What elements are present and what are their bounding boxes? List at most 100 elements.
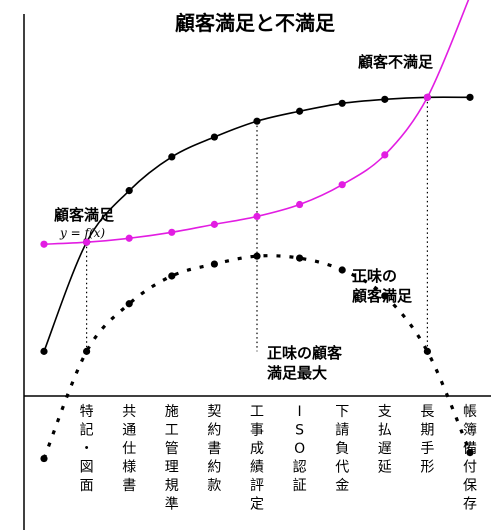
axes [23, 14, 491, 530]
series-2-point-3 [168, 272, 176, 280]
series-0-point-7 [338, 99, 346, 107]
category-label-4-char-3: 約 [207, 460, 221, 476]
category-label-8-char-0: 支 [378, 404, 392, 420]
category-label-5-char-3: 績 [250, 460, 264, 476]
series-1-point-5 [253, 212, 261, 221]
series-1-point-9 [423, 93, 431, 101]
category-label-8-char-2: 遅 [378, 441, 392, 457]
category-label-9-char-2: 手 [420, 441, 434, 457]
category-label-5-char-5: 定 [250, 497, 264, 513]
category-label-10-char-4: 保 [463, 478, 477, 494]
category-label-5-char-1: 事 [250, 423, 264, 439]
category-label-6-char-0: I [298, 404, 302, 420]
category-label-6-char-2: O [294, 441, 305, 457]
net-label-line-0: 正味の [352, 267, 397, 285]
series-1-point-8 [381, 151, 389, 159]
category-label-7-char-3: 代 [335, 460, 349, 476]
category-label-4-char-1: 約 [207, 423, 221, 439]
category-label-8-char-1: 払 [378, 423, 392, 439]
category-label-5-char-2: 成 [250, 441, 264, 457]
category-label-1-char-3: 図 [80, 460, 94, 476]
category-label-1-char-4: 面 [80, 478, 94, 494]
category-label-1-char-0: 特 [80, 404, 94, 420]
category-label-3-char-4: 規 [165, 478, 179, 494]
category-label-2-char-4: 書 [122, 478, 136, 494]
category-label-1-char-1: 記 [80, 422, 94, 439]
series-0-point-2 [125, 187, 133, 195]
category-label-10-char-0: 帳 [463, 404, 477, 420]
annotation-net-max: 正味の顧客満足最大 [267, 344, 343, 382]
series-0-point-6 [296, 107, 304, 115]
category-label-3-char-0: 施 [165, 404, 179, 420]
series-1-point-2 [125, 234, 133, 242]
category-label-6-char-4: 証 [293, 478, 307, 494]
series-2-point-5 [253, 252, 261, 260]
series-2-point-6 [296, 254, 304, 262]
series-line-0 [43, 96, 471, 352]
category-label-7-char-1: 請 [335, 423, 349, 439]
category-label-4-char-2: 書 [207, 441, 221, 457]
category-label-9-char-0: 長 [420, 404, 434, 420]
series-1-point-3 [168, 228, 176, 236]
series-0-point-5 [253, 117, 261, 125]
series-2-point-1 [83, 347, 91, 355]
series-formula: y = f(x) [59, 226, 105, 240]
series-2-point-10 [466, 449, 474, 457]
series-2-point-7 [338, 266, 346, 274]
category-label-2-char-2: 仕 [122, 441, 136, 457]
category-label-10-char-1: 簿 [463, 423, 477, 439]
max-label-line-0: 正味の顧客 [267, 344, 343, 362]
series-0-point-3 [168, 153, 176, 161]
category-label-2-char-1: 通 [122, 423, 136, 439]
droplines [85, 97, 428, 352]
series-label-net-satisfaction: 正味の顧客満足 [352, 267, 413, 305]
category-label-6-char-1: S [295, 423, 304, 439]
category-label-7-char-0: 下 [335, 404, 349, 420]
series-label-dissatisfaction: 顧客不満足 [358, 53, 434, 71]
series-1-point-4 [210, 220, 218, 228]
series-points [40, 93, 474, 463]
series-2-point-2 [125, 300, 133, 308]
series-lines [42, 0, 472, 460]
category-label-3-char-3: 理 [165, 460, 179, 476]
category-label-3-char-2: 管 [165, 441, 179, 457]
net-label-line-1: 顧客満足 [352, 287, 413, 305]
category-label-5-char-4: 評 [250, 478, 264, 494]
category-label-1-char-2: ・ [80, 441, 94, 457]
category-label-5-char-0: 工 [250, 404, 264, 420]
category-label-7-char-2: 負 [335, 441, 349, 457]
category-label-4-char-0: 契 [207, 404, 221, 420]
category-label-1: 特記・図面 [80, 404, 94, 494]
category-label-3-char-1: 工 [165, 423, 179, 439]
series-0-point-10 [466, 93, 474, 101]
category-label-10-char-2: 備 [463, 441, 477, 457]
series-label-satisfaction: 顧客満足 [54, 206, 115, 224]
category-label-10-char-5: 存 [463, 497, 477, 513]
category-label-4-char-4: 款 [207, 478, 221, 494]
category-label-3-char-5: 準 [165, 497, 179, 513]
series-2-point-4 [210, 260, 218, 268]
series-2-point-9 [423, 347, 431, 355]
series-1-point-1 [83, 238, 91, 246]
category-label-8-char-3: 延 [378, 460, 392, 476]
series-0-point-4 [210, 133, 218, 141]
category-label-10-char-3: 付 [463, 460, 477, 476]
series-0-point-8 [381, 95, 389, 103]
category-label-7-char-4: 金 [335, 478, 349, 494]
category-label-9-char-3: 形 [420, 460, 434, 476]
category-label-6-char-3: 認 [293, 460, 307, 476]
category-label-2-char-3: 様 [122, 460, 136, 476]
series-1-point-0 [40, 240, 48, 248]
tick-labels: 特記・図面共通仕様書施工管理規準契約書約款工事成績評定ISO認証下請負代金支払遅… [80, 404, 477, 513]
chart-title: 顧客満足と不満足 [175, 11, 336, 35]
